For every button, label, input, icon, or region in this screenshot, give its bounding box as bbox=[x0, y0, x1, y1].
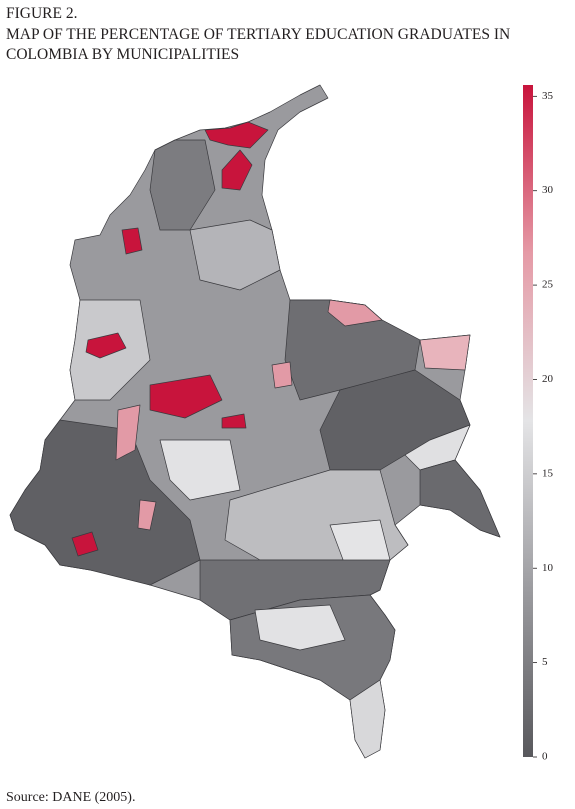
region bbox=[204, 121, 269, 149]
colorbar-tick-label: 5 bbox=[542, 656, 548, 668]
region bbox=[349, 679, 386, 759]
region bbox=[189, 219, 281, 291]
region bbox=[419, 459, 501, 538]
region bbox=[419, 334, 471, 371]
colorbar-tick-label: 10 bbox=[542, 562, 554, 574]
source-note: Source: DANE (2005). bbox=[6, 790, 136, 805]
title: COLOMBIA BY MUNICIPALITIES bbox=[6, 46, 240, 63]
region bbox=[221, 149, 253, 191]
colorbar-tick-label: 20 bbox=[542, 373, 554, 385]
colorbar-tick-label: 0 bbox=[542, 751, 548, 763]
colorbar-tick-label: 25 bbox=[542, 279, 554, 291]
region bbox=[221, 413, 247, 429]
colorbar bbox=[523, 85, 533, 757]
region bbox=[149, 139, 216, 231]
title: MAP OF THE PERCENTAGE OF TERTIARY EDUCAT… bbox=[6, 26, 511, 43]
figure-label: FIGURE 2. bbox=[6, 5, 78, 22]
region bbox=[115, 404, 141, 461]
region bbox=[199, 559, 391, 621]
region bbox=[159, 439, 241, 501]
region bbox=[85, 332, 127, 359]
region bbox=[271, 361, 293, 389]
region bbox=[121, 227, 143, 255]
colorbar-tick-label: 30 bbox=[542, 184, 554, 196]
region bbox=[9, 419, 201, 586]
region bbox=[71, 531, 99, 557]
region bbox=[254, 604, 346, 651]
colorbar-tick-label: 35 bbox=[542, 90, 554, 102]
map: 0 5 10 15 20 25 30 35 bbox=[9, 84, 554, 763]
region bbox=[327, 299, 383, 327]
region bbox=[137, 499, 157, 531]
colorbar-tick-label: 15 bbox=[542, 467, 554, 479]
country bbox=[9, 84, 501, 759]
region bbox=[149, 374, 223, 419]
